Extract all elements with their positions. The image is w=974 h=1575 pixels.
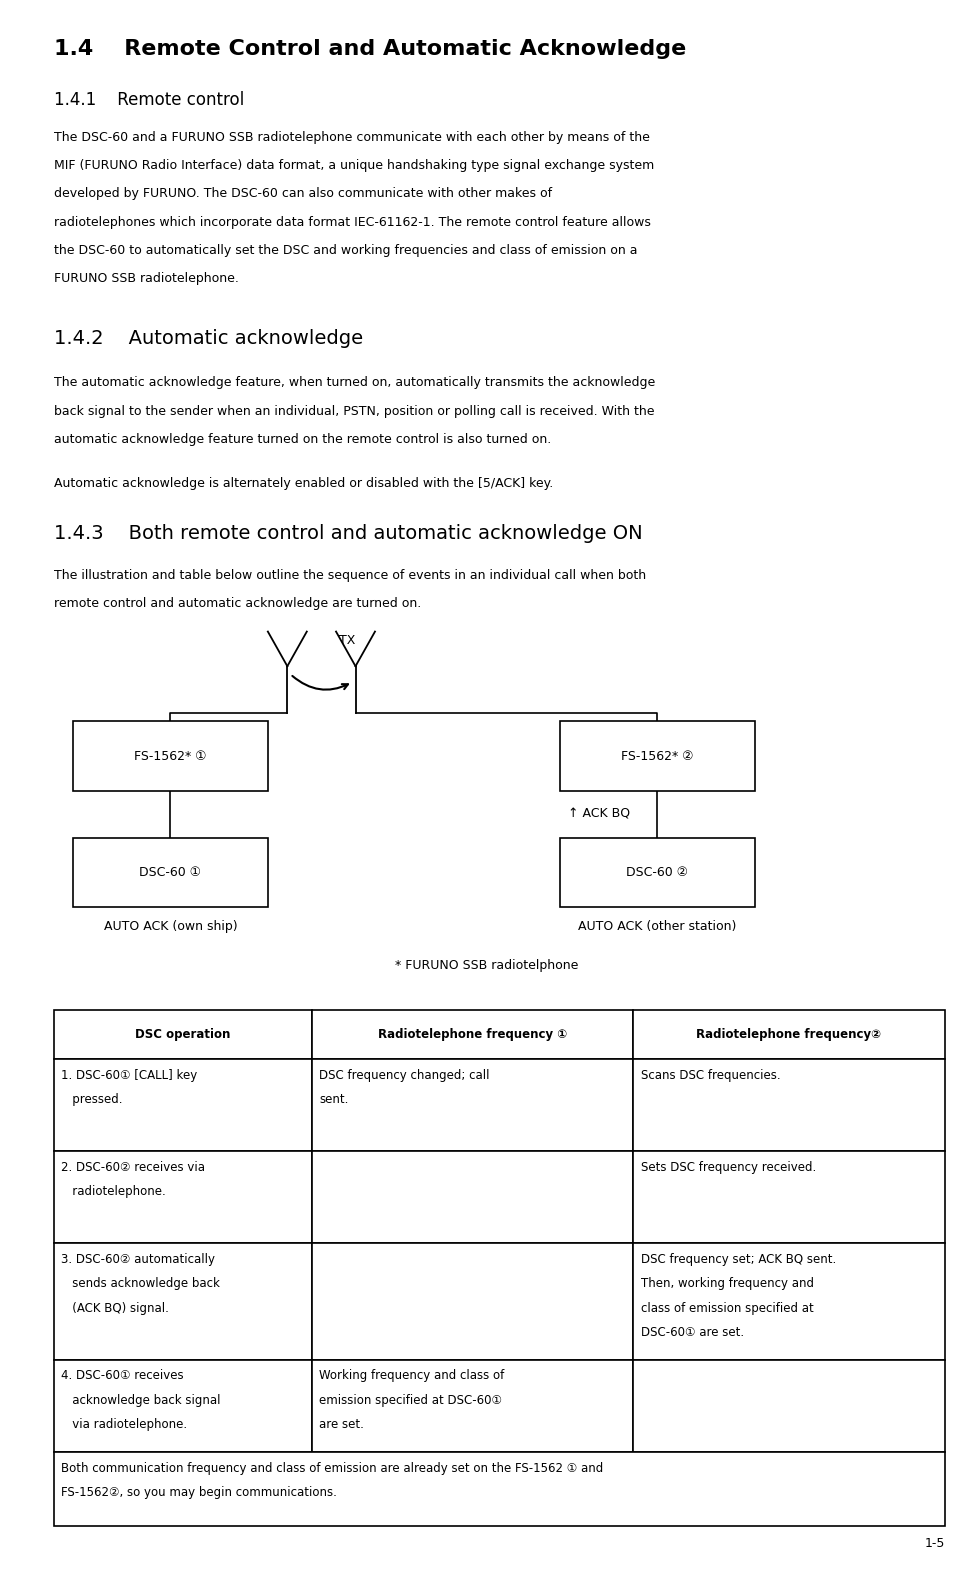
Text: 3. DSC-60② automatically: 3. DSC-60② automatically xyxy=(61,1254,215,1266)
Text: * FURUNO SSB radiotelphone: * FURUNO SSB radiotelphone xyxy=(395,959,579,972)
Text: 1.4.1    Remote control: 1.4.1 Remote control xyxy=(54,91,244,109)
Text: remote control and automatic acknowledge are turned on.: remote control and automatic acknowledge… xyxy=(54,597,421,610)
FancyBboxPatch shape xyxy=(633,1151,945,1244)
Text: Sets DSC frequency received.: Sets DSC frequency received. xyxy=(641,1161,816,1173)
Text: class of emission specified at: class of emission specified at xyxy=(641,1303,813,1315)
FancyBboxPatch shape xyxy=(312,1151,633,1244)
Text: FS-1562②, so you may begin communications.: FS-1562②, so you may begin communication… xyxy=(61,1487,337,1499)
Text: DSC frequency changed; call: DSC frequency changed; call xyxy=(319,1069,490,1082)
Text: The automatic acknowledge feature, when turned on, automatically transmits the a: The automatic acknowledge feature, when … xyxy=(54,376,655,389)
Text: Then, working frequency and: Then, working frequency and xyxy=(641,1277,814,1290)
FancyBboxPatch shape xyxy=(633,1244,945,1361)
Text: radiotelephones which incorporate data format IEC-61162-1. The remote control fe: radiotelephones which incorporate data f… xyxy=(54,216,651,228)
Text: 1. DSC-60① [CALL] key: 1. DSC-60① [CALL] key xyxy=(61,1069,198,1082)
FancyBboxPatch shape xyxy=(73,721,268,791)
Text: are set.: are set. xyxy=(319,1419,364,1432)
Text: developed by FURUNO. The DSC-60 can also communicate with other makes of: developed by FURUNO. The DSC-60 can also… xyxy=(54,187,551,200)
FancyBboxPatch shape xyxy=(633,1060,945,1151)
Text: DSC-60 ①: DSC-60 ① xyxy=(139,866,202,879)
Text: 1.4.2    Automatic acknowledge: 1.4.2 Automatic acknowledge xyxy=(54,329,362,348)
Text: emission specified at DSC-60①: emission specified at DSC-60① xyxy=(319,1394,503,1406)
Text: DSC operation: DSC operation xyxy=(135,1028,230,1041)
FancyBboxPatch shape xyxy=(54,1452,945,1526)
Text: Radiotelephone frequency②: Radiotelephone frequency② xyxy=(696,1028,881,1041)
Text: back signal to the sender when an individual, PSTN, position or polling call is : back signal to the sender when an indivi… xyxy=(54,405,655,417)
FancyBboxPatch shape xyxy=(560,838,755,907)
FancyBboxPatch shape xyxy=(633,1361,945,1452)
Text: DSC frequency set; ACK BQ sent.: DSC frequency set; ACK BQ sent. xyxy=(641,1254,836,1266)
Text: 2. DSC-60② receives via: 2. DSC-60② receives via xyxy=(61,1161,206,1173)
Text: radiotelephone.: radiotelephone. xyxy=(61,1186,167,1199)
Text: AUTO ACK (other station): AUTO ACK (other station) xyxy=(579,920,736,932)
Text: ↑ ACK BQ: ↑ ACK BQ xyxy=(568,808,630,821)
Text: acknowledge back signal: acknowledge back signal xyxy=(61,1394,221,1406)
Text: MIF (FURUNO Radio Interface) data format, a unique handshaking type signal excha: MIF (FURUNO Radio Interface) data format… xyxy=(54,159,654,172)
Text: automatic acknowledge feature turned on the remote control is also turned on.: automatic acknowledge feature turned on … xyxy=(54,433,551,446)
Text: Working frequency and class of: Working frequency and class of xyxy=(319,1370,505,1383)
Text: Automatic acknowledge is alternately enabled or disabled with the [5/ACK] key.: Automatic acknowledge is alternately ena… xyxy=(54,477,553,490)
Text: the DSC-60 to automatically set the DSC and working frequencies and class of emi: the DSC-60 to automatically set the DSC … xyxy=(54,244,637,257)
FancyBboxPatch shape xyxy=(633,1010,945,1060)
Text: 1-5: 1-5 xyxy=(924,1537,945,1550)
FancyBboxPatch shape xyxy=(312,1060,633,1151)
Text: (ACK BQ) signal.: (ACK BQ) signal. xyxy=(61,1303,169,1315)
Text: 1.4    Remote Control and Automatic Acknowledge: 1.4 Remote Control and Automatic Acknowl… xyxy=(54,39,686,60)
FancyBboxPatch shape xyxy=(54,1060,312,1151)
FancyBboxPatch shape xyxy=(54,1010,312,1060)
Text: FS-1562* ①: FS-1562* ① xyxy=(134,750,206,762)
Text: AUTO ACK (own ship): AUTO ACK (own ship) xyxy=(103,920,238,932)
FancyBboxPatch shape xyxy=(54,1244,312,1361)
Text: FS-1562* ②: FS-1562* ② xyxy=(621,750,693,762)
FancyBboxPatch shape xyxy=(54,1151,312,1244)
Text: Scans DSC frequencies.: Scans DSC frequencies. xyxy=(641,1069,780,1082)
Text: sends acknowledge back: sends acknowledge back xyxy=(61,1277,220,1290)
FancyBboxPatch shape xyxy=(73,838,268,907)
Text: 4. DSC-60① receives: 4. DSC-60① receives xyxy=(61,1370,184,1383)
FancyBboxPatch shape xyxy=(312,1244,633,1361)
FancyBboxPatch shape xyxy=(560,721,755,791)
Text: TX: TX xyxy=(339,635,356,647)
Text: The DSC-60 and a FURUNO SSB radiotelephone communicate with each other by means : The DSC-60 and a FURUNO SSB radiotelepho… xyxy=(54,131,650,143)
Text: The illustration and table below outline the sequence of events in an individual: The illustration and table below outline… xyxy=(54,569,646,581)
Text: Radiotelephone frequency ①: Radiotelephone frequency ① xyxy=(378,1028,567,1041)
Text: DSC-60 ②: DSC-60 ② xyxy=(626,866,689,879)
Text: pressed.: pressed. xyxy=(61,1093,123,1106)
FancyBboxPatch shape xyxy=(312,1361,633,1452)
Text: Both communication frequency and class of emission are already set on the FS-156: Both communication frequency and class o… xyxy=(61,1462,604,1474)
FancyBboxPatch shape xyxy=(54,1361,312,1452)
Text: DSC-60① are set.: DSC-60① are set. xyxy=(641,1326,744,1339)
Text: via radiotelephone.: via radiotelephone. xyxy=(61,1419,187,1432)
Text: 1.4.3    Both remote control and automatic acknowledge ON: 1.4.3 Both remote control and automatic … xyxy=(54,524,642,543)
Text: sent.: sent. xyxy=(319,1093,349,1106)
Text: FURUNO SSB radiotelephone.: FURUNO SSB radiotelephone. xyxy=(54,272,239,285)
FancyBboxPatch shape xyxy=(312,1010,633,1060)
